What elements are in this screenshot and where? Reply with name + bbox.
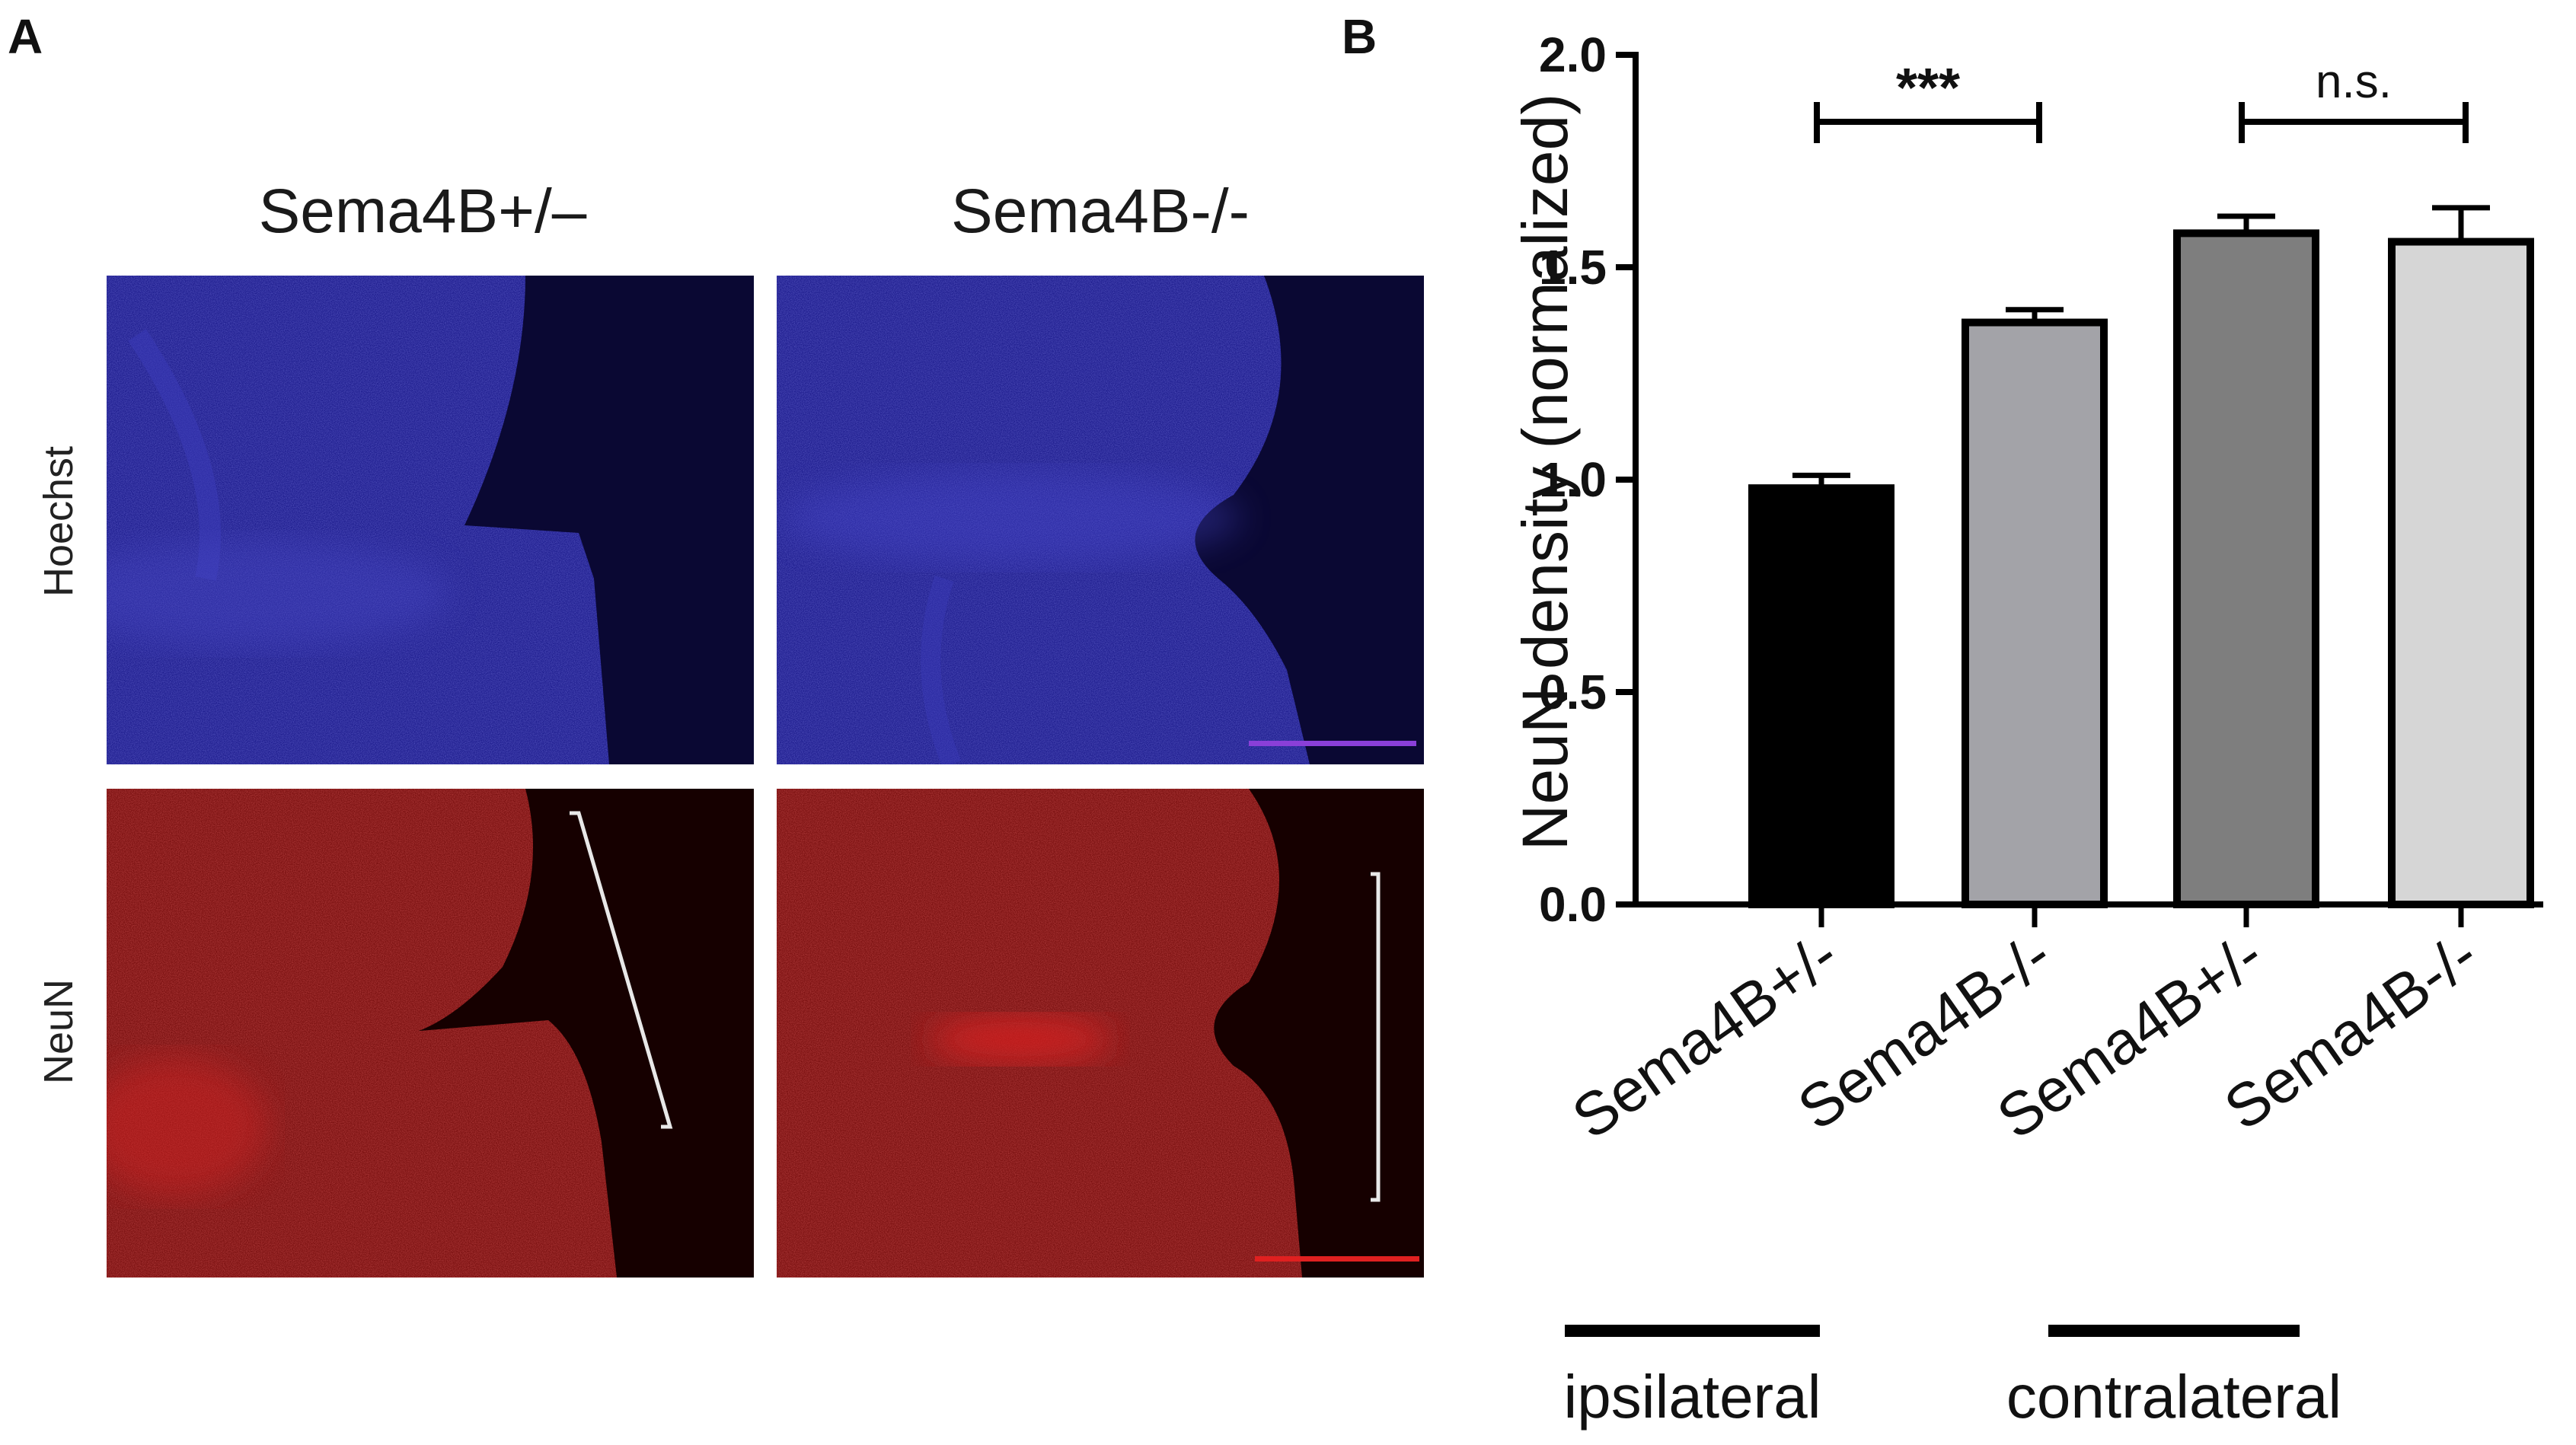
measurement-bracket-ko [1371,872,1381,1202]
y-axis-label: NeuN density (normalized) [1509,94,1581,850]
significance-brackets: *** n.s. [1814,56,2469,143]
group-label: ipsilateral [1564,1363,1821,1431]
column-label-het: Sema4B+/– [259,177,587,246]
y-tick-label: 0.0 [1539,877,1607,932]
row-label-neun: NeuN [36,979,81,1084]
bar-chart: NeuN density (normalized) 0.0 0.5 1.0 1.5 2.… [1509,27,2543,1431]
bar [2173,229,2319,908]
micrograph-neun-ko [777,789,1424,1278]
bar [1748,484,1894,908]
bars [1748,205,2534,909]
bar [2388,238,2534,908]
x-axis: Sema4B+/-Sema4B-/-Sema4B+/-Sema4B-/- [1560,901,2543,1152]
panel-b-letter: B [1342,9,1377,64]
micrograph-neun-het [107,789,754,1278]
micrograph-hoechst-het [107,276,754,764]
significance-label: n.s. [2316,56,2392,108]
micrograph-hoechst-ko [777,276,1424,764]
group-label: contralateral [2006,1363,2341,1431]
scale-bar-hoechst [1249,741,1416,746]
column-label-ko: Sema4B-/- [951,177,1250,246]
group-labels: ipsilateral contralateral [1564,1325,2341,1431]
row-label-hoechst: Hoechst [36,446,81,597]
y-tick-label: 1.5 [1539,240,1607,295]
y-tick-label: 1.0 [1539,452,1607,507]
significance-label: *** [1896,58,1960,119]
panel-a-letter: A [8,9,43,64]
scale-bar-neun [1255,1256,1419,1262]
y-axis: 0.0 0.5 1.0 1.5 2.0 [1539,27,1639,932]
y-tick-label: 0.5 [1539,665,1607,719]
y-tick-label: 2.0 [1539,27,1607,82]
measurement-bracket-het [570,811,673,1129]
bar [1962,318,2108,909]
